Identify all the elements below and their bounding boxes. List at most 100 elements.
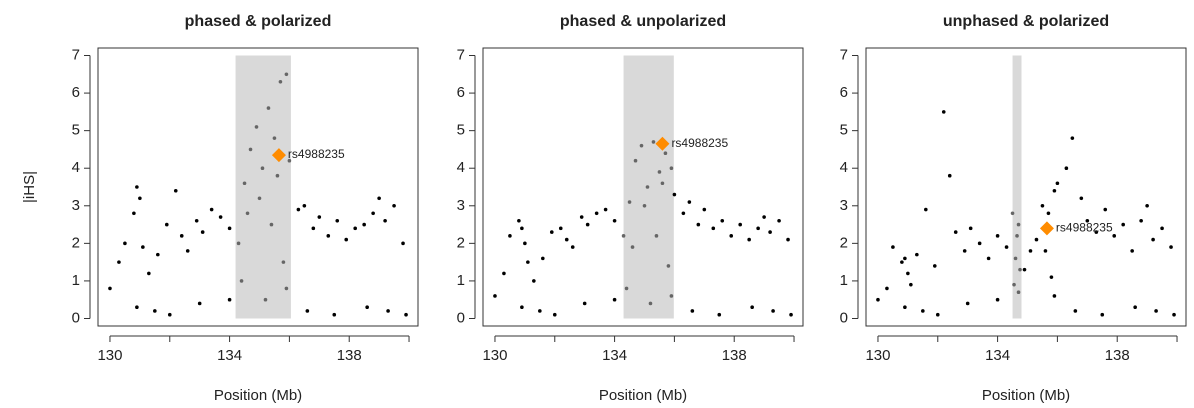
point bbox=[681, 211, 686, 216]
point bbox=[891, 245, 895, 249]
point bbox=[885, 286, 889, 291]
point bbox=[296, 207, 301, 212]
point bbox=[1043, 249, 1048, 253]
point bbox=[117, 260, 121, 264]
plot-frame bbox=[865, 47, 1187, 327]
panel-title: phased & unpolarized bbox=[560, 13, 726, 30]
point bbox=[921, 309, 925, 313]
point bbox=[666, 264, 671, 268]
point bbox=[962, 249, 967, 253]
point bbox=[1016, 290, 1021, 294]
x-tick-label: 134 bbox=[217, 347, 242, 364]
point bbox=[552, 312, 557, 317]
point bbox=[153, 309, 157, 313]
point bbox=[924, 207, 928, 212]
point bbox=[242, 181, 247, 186]
panel-title: phased & polarized bbox=[185, 13, 332, 30]
point bbox=[362, 222, 366, 227]
point bbox=[353, 226, 357, 231]
point bbox=[660, 181, 665, 186]
point bbox=[657, 170, 662, 174]
point bbox=[173, 188, 178, 193]
x-tick-label: 130 bbox=[482, 347, 507, 364]
point bbox=[200, 230, 205, 234]
point bbox=[1151, 237, 1155, 242]
point bbox=[1130, 249, 1134, 253]
panel-title: unphased & polarized bbox=[943, 13, 1109, 30]
point bbox=[1052, 294, 1057, 298]
point bbox=[278, 80, 283, 84]
point bbox=[1012, 282, 1016, 287]
highlight-label: rs4988235 bbox=[671, 136, 728, 150]
point bbox=[284, 286, 289, 291]
point bbox=[947, 173, 952, 178]
point bbox=[305, 309, 310, 313]
point bbox=[227, 226, 232, 231]
y-tick-label: 3 bbox=[72, 197, 80, 214]
y-tick-label: 3 bbox=[457, 197, 465, 214]
point bbox=[197, 301, 202, 306]
x-tick-label: 138 bbox=[1105, 347, 1130, 364]
point bbox=[579, 215, 584, 219]
point bbox=[123, 241, 127, 246]
point bbox=[711, 226, 716, 231]
x-axis-label: Position (Mb) bbox=[599, 387, 687, 404]
point bbox=[720, 219, 725, 223]
point bbox=[404, 312, 408, 317]
point bbox=[977, 241, 982, 246]
point bbox=[621, 234, 626, 238]
point bbox=[1172, 312, 1176, 317]
point bbox=[738, 222, 742, 227]
x-tick-label: 134 bbox=[602, 347, 627, 364]
point bbox=[1139, 219, 1143, 223]
y-tick-label: 4 bbox=[457, 159, 465, 176]
point bbox=[523, 241, 527, 246]
point bbox=[1013, 256, 1018, 261]
point bbox=[669, 294, 674, 298]
point bbox=[1016, 222, 1021, 227]
point bbox=[612, 219, 617, 223]
y-tick-label: 3 bbox=[840, 197, 848, 214]
highlight-point bbox=[655, 136, 670, 151]
point bbox=[1018, 267, 1022, 272]
point bbox=[1145, 203, 1149, 208]
point bbox=[789, 312, 793, 317]
y-tick-label: 4 bbox=[72, 159, 80, 176]
point bbox=[585, 222, 590, 227]
point bbox=[669, 166, 674, 171]
point bbox=[332, 312, 337, 317]
point bbox=[645, 185, 650, 189]
point bbox=[248, 147, 253, 152]
point bbox=[227, 297, 232, 302]
point bbox=[1094, 230, 1099, 234]
point bbox=[1103, 207, 1108, 212]
y-tick-label: 0 bbox=[457, 309, 465, 326]
point bbox=[147, 271, 151, 276]
y-tick-label: 2 bbox=[840, 234, 848, 251]
point bbox=[1004, 245, 1009, 249]
point bbox=[156, 252, 160, 257]
point bbox=[138, 196, 142, 201]
point bbox=[768, 230, 772, 234]
point bbox=[1085, 219, 1090, 223]
y-tick-label: 1 bbox=[840, 272, 848, 289]
y-tick-label: 5 bbox=[72, 122, 80, 139]
point bbox=[777, 219, 781, 223]
point bbox=[909, 282, 913, 287]
point bbox=[1100, 312, 1105, 317]
y-tick-label: 6 bbox=[72, 84, 80, 101]
point bbox=[968, 226, 973, 231]
point bbox=[541, 256, 545, 261]
point bbox=[717, 312, 722, 317]
point bbox=[549, 230, 554, 234]
point bbox=[284, 72, 289, 77]
y-tick-label: 5 bbox=[457, 122, 465, 139]
y-tick-label: 2 bbox=[457, 234, 465, 251]
y-tick-label: 7 bbox=[457, 46, 465, 63]
point bbox=[245, 211, 250, 216]
y-tick-label: 7 bbox=[72, 46, 80, 63]
point bbox=[167, 312, 172, 317]
point bbox=[1121, 222, 1125, 227]
point bbox=[594, 211, 599, 216]
point bbox=[135, 305, 139, 310]
